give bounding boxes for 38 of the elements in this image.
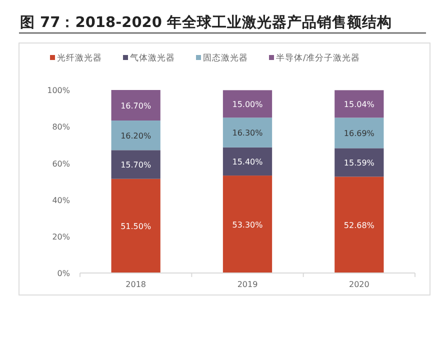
bar: [222, 118, 272, 148]
data-label: 16.30%: [232, 128, 264, 138]
bar: [111, 120, 160, 150]
bar: [222, 176, 272, 273]
x-tick-label: 2019: [237, 280, 258, 289]
bar: [334, 90, 384, 118]
chart-title: 图 77：2018-2020 年全球工业激光器产品销售额结构: [20, 13, 392, 31]
bar: [111, 150, 160, 179]
bar: [334, 118, 384, 148]
bar: [334, 148, 384, 177]
bar: [111, 90, 160, 121]
bar: [111, 178, 160, 273]
y-tick-label: 60%: [52, 159, 70, 168]
data-label: 15.40%: [232, 157, 264, 166]
data-label: 52.68%: [344, 220, 375, 230]
legend-label: 气体激光器: [130, 52, 175, 64]
bar: [222, 147, 272, 176]
data-label: 16.70%: [120, 101, 152, 110]
data-label: 16.69%: [344, 128, 375, 138]
legend-label: 光纤激光器: [57, 52, 102, 64]
bar: [334, 176, 384, 273]
data-label: 15.00%: [232, 100, 264, 109]
y-tick-label: 80%: [52, 122, 70, 132]
data-label: 16.20%: [120, 131, 152, 140]
data-label: 15.70%: [120, 160, 152, 170]
x-tick-label: 2020: [348, 280, 370, 289]
legend-label: 半导体/准分子激光器: [276, 52, 360, 64]
legend-label: 固态激光器: [203, 52, 248, 64]
y-tick-label: 20%: [52, 232, 70, 242]
y-tick-label: 100%: [47, 86, 70, 96]
bar: [222, 90, 272, 118]
data-label: 53.30%: [232, 220, 264, 230]
data-label: 15.59%: [344, 158, 375, 168]
y-tick-label: 0%: [57, 269, 70, 278]
y-tick-label: 40%: [52, 196, 70, 205]
x-tick-label: 2018: [126, 280, 146, 289]
data-label: 51.50%: [120, 222, 152, 231]
data-label: 15.04%: [344, 100, 375, 109]
